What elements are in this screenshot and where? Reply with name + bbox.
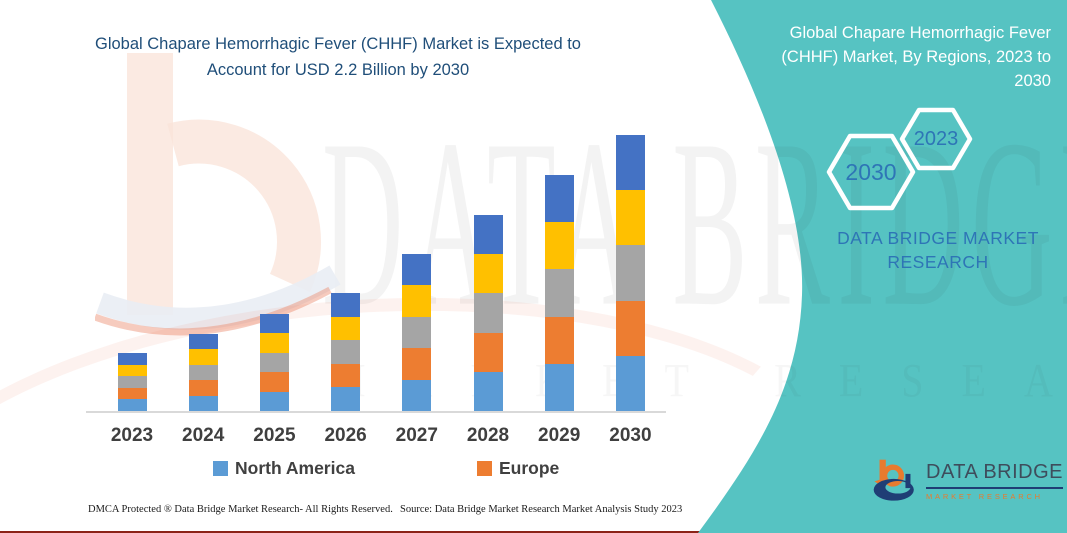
x-axis-label-2028: 2028	[466, 425, 510, 446]
x-axis-label-2029: 2029	[538, 425, 581, 446]
company-logo-text: DATA BRIDGE MARKET RESEARCH	[926, 461, 1064, 501]
x-axis-label-2024: 2024	[182, 425, 225, 446]
brand-wordmark-line2: RESEARCH	[887, 251, 989, 272]
bar-segment	[544, 269, 574, 317]
bar-segment	[117, 353, 147, 365]
bar-segment	[473, 215, 503, 255]
hexagon-2023-label: 2023	[913, 128, 959, 150]
bar-segment	[259, 352, 289, 373]
bar-segment	[117, 387, 147, 400]
stacked-bar-2028	[473, 215, 503, 412]
bar-segment	[473, 254, 503, 294]
company-logo: DATA BRIDGE MARKET RESEARCH	[872, 454, 1064, 508]
chart-title: Global Chapare Hemorrhagic Fever (CHHF) …	[88, 32, 588, 83]
side-panel-title-line2: (CHHF) Market, By Regions, 2023 to	[781, 47, 1051, 66]
bar-segment	[402, 285, 432, 317]
legend-item: Europe	[477, 458, 559, 479]
bar-segment	[402, 348, 432, 380]
chart-title-line1: Global Chapare Hemorrhagic Fever (CHHF) …	[94, 35, 581, 53]
bar-segment	[259, 333, 289, 353]
databridge-b-icon	[873, 459, 914, 501]
bar-segment	[402, 316, 432, 349]
bar-segment	[331, 387, 361, 411]
bar-segment	[544, 363, 574, 412]
bar-segment	[331, 363, 361, 388]
bar-segment	[117, 376, 147, 388]
brand-wordmark-line1: DATA BRIDGE MARKET	[837, 228, 1039, 248]
x-axis-label-2023: 2023	[110, 425, 154, 446]
bar-segment	[331, 340, 361, 364]
hexagon-2030	[826, 133, 916, 211]
footer-source-text: Source: Data Bridge Market Research Mark…	[400, 504, 683, 515]
stacked-bar-2026	[331, 293, 361, 411]
chart-title-line2: Account for USD 2.2 Billion by 2030	[206, 60, 470, 79]
bar-segment	[544, 175, 574, 223]
side-panel-title-line3: 2030	[1014, 71, 1051, 90]
x-axis-label-2025: 2025	[253, 425, 296, 446]
bar-segment	[188, 395, 218, 412]
x-axis-label-2026: 2026	[324, 425, 367, 446]
legend-item: North America	[213, 458, 355, 479]
bottom-accent-rule	[0, 531, 1067, 533]
stacked-bar-2030	[615, 135, 645, 412]
bar-segment	[259, 391, 289, 412]
x-axis-line	[86, 411, 666, 413]
footer-dmca-text: DMCA Protected ® Data Bridge Market Rese…	[88, 504, 393, 515]
bar-segment	[117, 364, 147, 377]
stacked-bar-2023	[117, 353, 147, 411]
stacked-bar-2027	[402, 254, 432, 412]
x-axis-label-2030: 2030	[609, 425, 652, 446]
stacked-bar-2029	[544, 175, 574, 412]
side-panel-title-line1: Global Chapare Hemorrhagic Fever	[789, 24, 1051, 42]
legend-swatch	[213, 461, 228, 476]
bar-segment	[615, 300, 645, 356]
legend-label: Europe	[499, 458, 560, 478]
hexagon-outlines	[826, 107, 973, 211]
hexagon-2023	[899, 107, 973, 171]
bar-segment	[259, 372, 289, 392]
bar-segment	[188, 364, 218, 381]
bar-segment	[615, 355, 645, 412]
bar-segment	[615, 245, 645, 301]
bar-segment	[615, 135, 645, 191]
legend-swatch	[477, 461, 492, 476]
bar-segment	[615, 190, 645, 246]
company-logo-subtitle: MARKET RESEARCH	[926, 492, 1043, 501]
side-panel-title: Global Chapare Hemorrhagic Fever (CHHF) …	[766, 22, 1051, 94]
brand-wordmark: DATA BRIDGE MARKET RESEARCH	[822, 227, 1054, 274]
bar-segment	[402, 379, 432, 412]
bar-segment	[473, 293, 503, 333]
bar-segment	[473, 332, 503, 372]
legend-label: North America	[235, 458, 355, 478]
x-axis-label-2027: 2027	[395, 425, 438, 446]
stacked-bar-2024	[188, 334, 218, 412]
bar-segment	[117, 399, 147, 411]
bar-segment	[188, 380, 218, 396]
bar-segment	[188, 334, 218, 350]
bar-segment	[188, 349, 218, 365]
bar-segment	[473, 371, 503, 412]
bar-segment	[402, 254, 432, 286]
hexagon-2030-label: 2030	[845, 159, 897, 185]
bar-segment	[544, 222, 574, 270]
company-logo-title: DATA BRIDGE	[926, 461, 1064, 489]
bar-segment	[544, 316, 574, 364]
